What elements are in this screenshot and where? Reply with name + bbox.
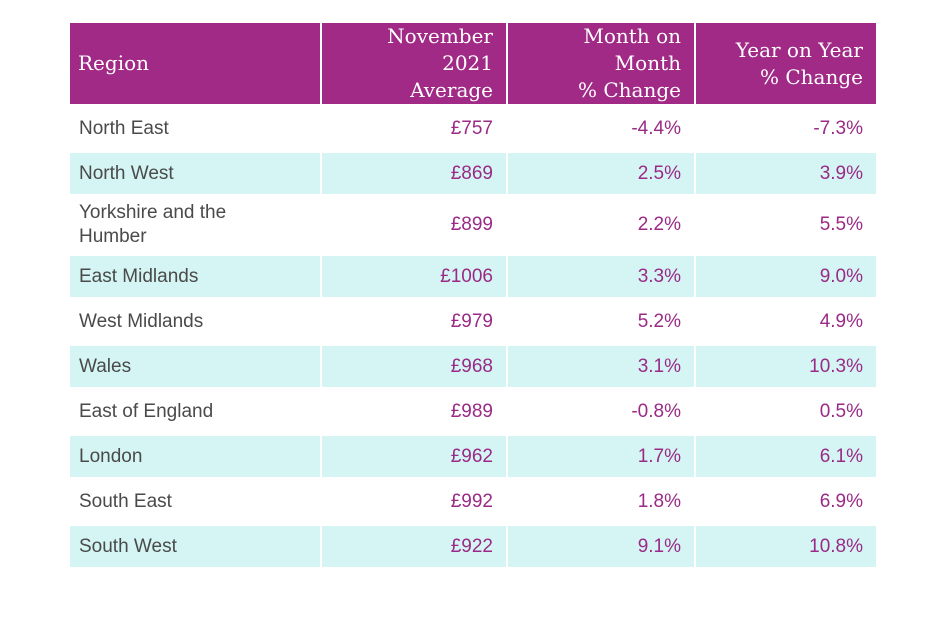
average-cell: £992: [450, 490, 493, 512]
year-change-cell: 3.9%: [696, 153, 876, 194]
month-change-cell: 9.1%: [508, 526, 694, 567]
month-change-cell: 1.7%: [508, 436, 694, 477]
header-november-average: November 2021 Average: [322, 23, 506, 104]
month-change-cell: 3.3%: [508, 256, 694, 297]
region-cell: Wales: [70, 346, 320, 387]
region-cell: North West: [70, 153, 320, 194]
year-change-cell: 5.5%: [819, 214, 863, 235]
header-month-change: Month on Month % Change: [508, 23, 694, 104]
header-region: Region: [70, 23, 320, 104]
year-change-cell: 4.9%: [819, 310, 863, 332]
average-cell: £757: [450, 117, 493, 139]
month-change-cell: 2.2%: [637, 214, 681, 235]
month-change-cell: 5.2%: [637, 310, 681, 332]
average-cell: £962: [322, 436, 506, 477]
average-cell: £989: [450, 400, 493, 422]
year-change-cell: 10.3%: [696, 346, 876, 387]
average-cell: £899: [450, 214, 493, 235]
region-cell: East of England: [79, 400, 214, 422]
year-change-cell: 9.0%: [696, 256, 876, 297]
year-change-cell: 0.5%: [819, 400, 863, 422]
year-change-cell: 10.8%: [696, 526, 876, 567]
month-change-cell: 3.1%: [508, 346, 694, 387]
month-change-cell: 2.5%: [508, 153, 694, 194]
region-cell: East Midlands: [70, 256, 320, 297]
average-cell: £1006: [322, 256, 506, 297]
average-cell: £922: [322, 526, 506, 567]
region-cell: South West: [70, 526, 320, 567]
average-cell: £968: [322, 346, 506, 387]
month-change-cell: 1.8%: [637, 490, 681, 512]
year-change-cell: 6.9%: [819, 490, 863, 512]
region-cell: West Midlands: [79, 310, 204, 332]
year-change-cell: 6.1%: [696, 436, 876, 477]
average-cell: £979: [450, 310, 493, 332]
region-cell: London: [70, 436, 320, 477]
month-change-cell: -0.8%: [631, 400, 681, 422]
header-year-change: Year on Year % Change: [696, 23, 876, 104]
average-cell: £869: [322, 153, 506, 194]
year-change-cell: -7.3%: [813, 117, 863, 139]
month-change-cell: -4.4%: [631, 117, 681, 139]
region-cell: North East: [79, 117, 169, 139]
region-cell: South East: [79, 490, 172, 512]
region-cell: Yorkshire and the Humber: [79, 202, 227, 247]
rent-table: Region November 2021 Average Month on Mo…: [70, 23, 876, 567]
